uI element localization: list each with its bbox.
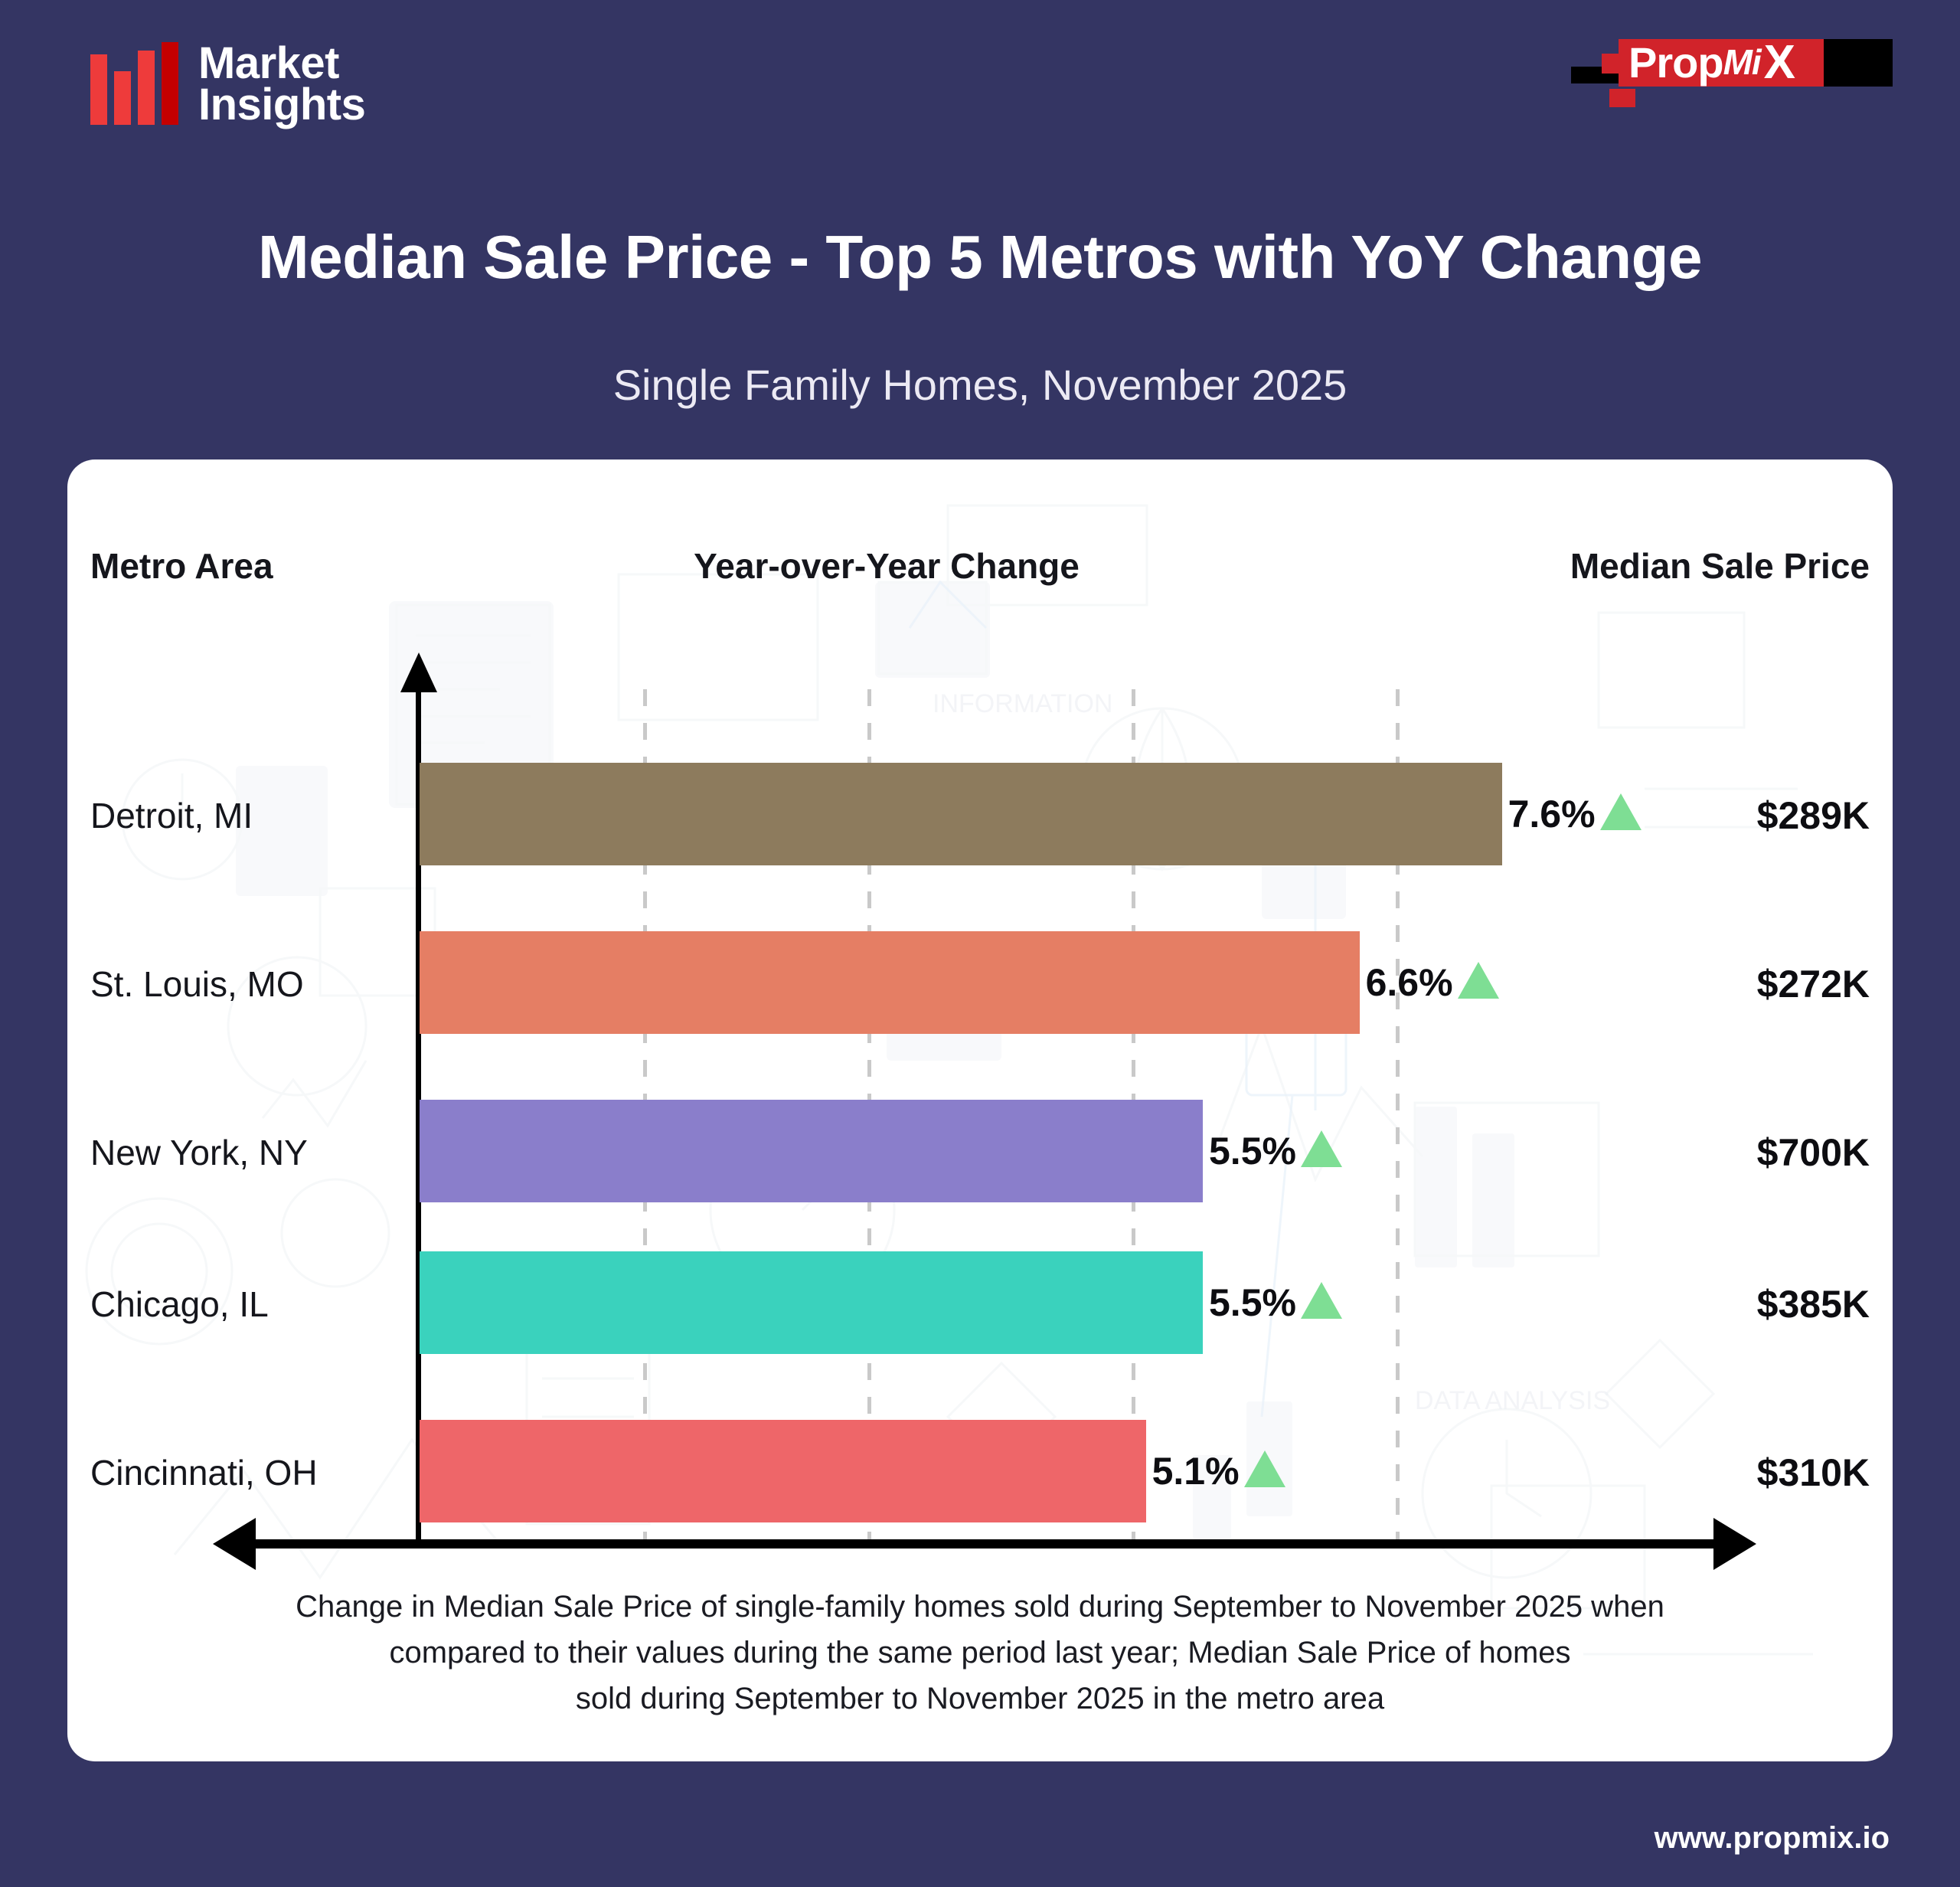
row-pct-label: 5.5%	[1209, 1281, 1296, 1324]
row-metro-label: Detroit, MI	[90, 796, 253, 836]
background-watermark: INFORMATION DATA ANALYSIS	[85, 504, 1813, 1656]
svg-text:INFORMATION: INFORMATION	[933, 689, 1112, 718]
x-axis-arrow-right-icon	[1713, 1518, 1756, 1570]
row-price-label: $289K	[1756, 794, 1870, 837]
column-header-price: Median Sale Price	[1570, 546, 1870, 586]
bar-chart-icon	[90, 42, 178, 125]
bar-chart-plot: Detroit, MI 7.6% $289K St. Louis, MO 6.6…	[67, 459, 1893, 1761]
market-insights-logo: Market Insights	[90, 38, 366, 129]
bar-new-york	[420, 1100, 1203, 1202]
x-axis-line	[255, 1539, 1717, 1549]
table-row: Detroit, MI 7.6% $289K	[67, 757, 1893, 872]
propmix-logo: Prop Mi X	[1571, 26, 1893, 107]
bar-cincinnati	[420, 1420, 1146, 1522]
page-title: Median Sale Price - Top 5 Metros with Yo…	[257, 223, 1703, 291]
row-price-label: $385K	[1756, 1283, 1870, 1326]
row-pct-label: 6.6%	[1365, 961, 1453, 1004]
triangle-up-icon	[1301, 1130, 1342, 1167]
row-pct-label: 5.5%	[1209, 1130, 1296, 1172]
y-axis-line	[416, 689, 421, 1547]
logo-line-market: Market	[198, 38, 339, 89]
page-subtitle: Single Family Homes, November 2025	[612, 361, 1348, 409]
column-header-yoy: Year-over-Year Change	[694, 546, 1080, 586]
triangle-up-icon	[1599, 793, 1642, 830]
row-metro-label: Chicago, IL	[90, 1284, 269, 1324]
table-row: Chicago, IL 5.5% $385K	[67, 1245, 1893, 1360]
row-price-label: $310K	[1756, 1451, 1870, 1494]
table-row: New York, NY 5.5% $700K	[67, 1094, 1893, 1208]
table-row: Cincinnati, OH 5.1% $310K	[67, 1414, 1893, 1529]
market-insights-wordmark: Market Insights	[198, 38, 366, 129]
propmix-prop-text: Prop	[1628, 38, 1724, 87]
bar-chicago	[420, 1251, 1203, 1354]
chart-footnote: Change in Median Sale Price of single-fa…	[159, 1584, 1801, 1722]
row-pct-label: 5.1%	[1152, 1450, 1240, 1493]
triangle-up-icon	[1301, 1282, 1342, 1319]
propmix-red-banner	[1619, 39, 1847, 87]
bar-detroit	[420, 763, 1502, 865]
row-price-label: $700K	[1756, 1131, 1870, 1174]
propmix-black-end	[1824, 39, 1893, 87]
page-header: Market Insights Prop Mi X	[0, 0, 1960, 153]
triangle-up-icon	[1457, 962, 1499, 999]
x-axis-arrow-left-icon	[213, 1518, 256, 1570]
logo-line-insights: Insights	[198, 79, 366, 129]
website-url[interactable]: www.propmix.io	[1654, 1821, 1890, 1855]
svg-text:DATA ANALYSIS: DATA ANALYSIS	[1415, 1386, 1610, 1415]
chart-card: INFORMATION DATA ANALYSIS Metro Area Yea…	[67, 459, 1893, 1761]
row-price-label: $272K	[1756, 963, 1870, 1006]
row-metro-label: St. Louis, MO	[90, 964, 304, 1004]
bar-st-louis	[420, 931, 1360, 1034]
row-pct-label: 7.6%	[1508, 793, 1596, 836]
triangle-up-icon	[1243, 1450, 1285, 1487]
propmix-x-text: X	[1763, 35, 1796, 89]
row-metro-label: New York, NY	[90, 1133, 308, 1172]
propmix-mi-text: Mi	[1723, 42, 1762, 82]
row-metro-label: Cincinnati, OH	[90, 1453, 318, 1493]
footnote-line-3: sold during September to November 2025 i…	[575, 1682, 1385, 1715]
gridline-4	[1396, 689, 1400, 1539]
y-axis-arrow-icon	[400, 652, 437, 692]
propmix-wordmark: Prop Mi X	[1628, 35, 1795, 89]
column-header-metro: Metro Area	[90, 546, 273, 586]
propmix-red-square-bottom	[1609, 89, 1635, 107]
footnote-line-1: Change in Median Sale Price of single-fa…	[296, 1590, 1664, 1624]
table-row: St. Louis, MO 6.6% $272K	[67, 925, 1893, 1040]
footnote-line-2: compared to their values during the same…	[389, 1636, 1571, 1670]
